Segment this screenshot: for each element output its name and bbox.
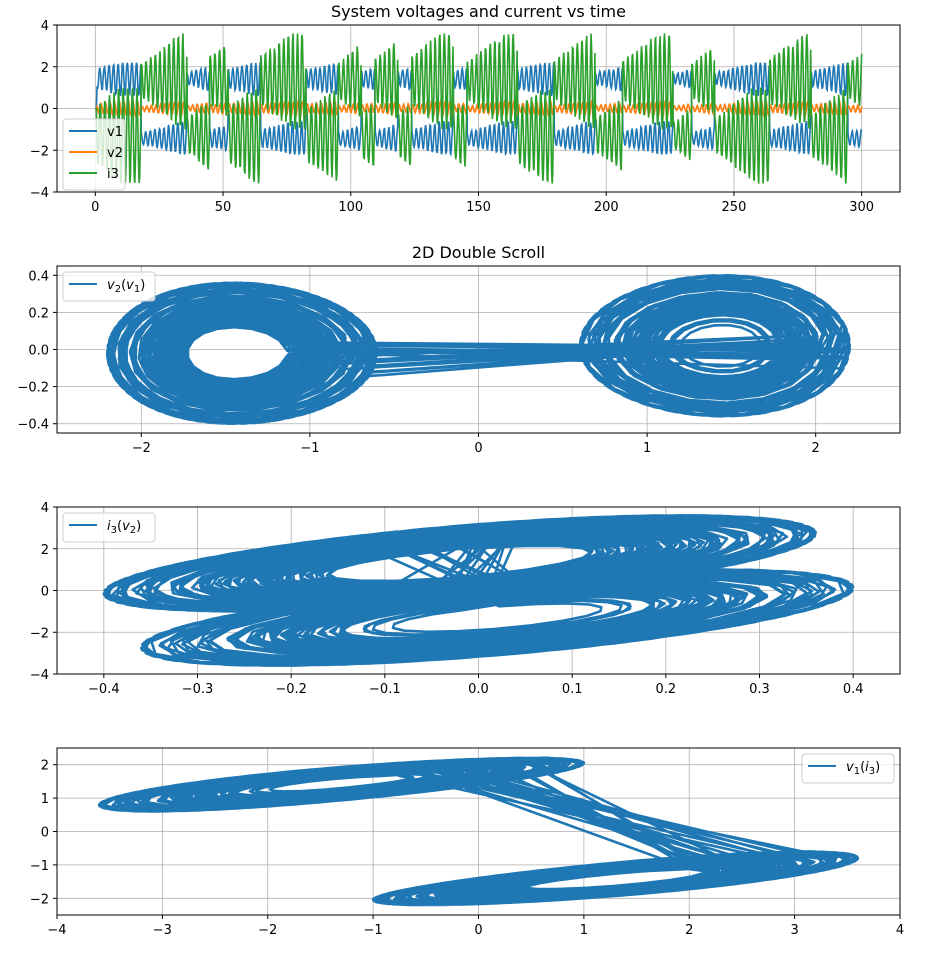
y-tick-label: 0 bbox=[41, 585, 49, 600]
y-tick-label: 0.4 bbox=[28, 269, 49, 284]
x-tick-label: 200 bbox=[594, 200, 619, 215]
x-tick-label: 0.3 bbox=[749, 682, 770, 697]
legend: v1(i3) bbox=[801, 753, 895, 784]
x-tick-label: 1 bbox=[643, 441, 651, 456]
y-tick-label: 2 bbox=[41, 759, 49, 774]
x-tick-label: −1 bbox=[300, 441, 319, 456]
legend-label: v1(i3) bbox=[846, 760, 880, 777]
legend-label: i3 bbox=[107, 167, 119, 182]
y-tick-label: −4 bbox=[30, 186, 49, 201]
chart-title: System voltages and current vs time bbox=[331, 2, 626, 21]
y-tick-label: 4 bbox=[41, 19, 49, 34]
legend-frame bbox=[62, 271, 156, 302]
x-tick-label: −0.2 bbox=[275, 682, 307, 697]
y-tick-label: 2 bbox=[41, 61, 49, 76]
chart-title: 2D Double Scroll bbox=[412, 243, 545, 262]
plot-area bbox=[95, 33, 863, 184]
x-tick-label: 0 bbox=[91, 200, 99, 215]
x-tick-label: 0 bbox=[474, 923, 482, 938]
x-tick-label: −3 bbox=[153, 923, 172, 938]
x-tick-label: 4 bbox=[896, 923, 904, 938]
x-tick-label: 1 bbox=[580, 923, 588, 938]
legend: v1 v2 i3 bbox=[62, 118, 126, 191]
chart-double-scroll-v2-v1: −2 −1 0 1 2 −0.4 −0.2 0.0 0.2 0.4 2D Double Scroll… bbox=[17, 243, 901, 456]
x-tick-label: −2 bbox=[132, 441, 151, 456]
y-tick-label: 4 bbox=[41, 501, 49, 516]
legend-label: v2 bbox=[107, 146, 123, 161]
x-tick-label: 0 bbox=[474, 441, 482, 456]
legend: v2(v1) bbox=[62, 271, 156, 302]
x-tick-label: 0.0 bbox=[468, 682, 489, 697]
legend-label: i3(v2) bbox=[107, 519, 141, 536]
x-tick-label: 50 bbox=[215, 200, 232, 215]
legend: i3(v2) bbox=[62, 512, 156, 543]
x-tick-label: 250 bbox=[722, 200, 747, 215]
y-tick-label: 1 bbox=[41, 792, 49, 807]
x-tick-label: −0.4 bbox=[88, 682, 120, 697]
series-line-i3(v2) bbox=[102, 514, 855, 667]
series-line-v2(v1) bbox=[105, 274, 852, 425]
legend-frame bbox=[62, 512, 156, 543]
x-tick-label: 0.2 bbox=[655, 682, 676, 697]
x-tick-label: −4 bbox=[47, 923, 66, 938]
x-tick-label: 2 bbox=[685, 923, 693, 938]
y-tick-label: 0 bbox=[41, 826, 49, 841]
x-tick-label: −1 bbox=[364, 923, 383, 938]
chart-v1-i3: −4 −3 −2 −1 0 1 2 3 4 −2 −1 0 1 2 v1(i3) bbox=[30, 747, 904, 938]
y-tick-label: 0 bbox=[41, 103, 49, 118]
x-tick-label: 2 bbox=[812, 441, 820, 456]
series-line-v1 bbox=[95, 61, 863, 157]
chart-i3-v2: −0.4 −0.3 −0.2 −0.1 0.0 0.1 0.2 0.3 0.4 −4 −2 0 2 4 i3… bbox=[30, 501, 901, 697]
legend-label: v2(v1) bbox=[107, 278, 145, 295]
x-tick-label: −0.3 bbox=[182, 682, 214, 697]
y-tick-label: −4 bbox=[30, 668, 49, 683]
x-tick-label: 0.4 bbox=[843, 682, 864, 697]
chart-time-series: 0 50 100 150 200 250 300 −4 −2 0 2 4 System voltages… bbox=[30, 2, 901, 215]
x-tick-label: −0.1 bbox=[369, 682, 401, 697]
y-tick-label: 0.2 bbox=[28, 306, 49, 321]
legend-frame bbox=[801, 753, 895, 784]
x-tick-label: 150 bbox=[466, 200, 491, 215]
series-line-i3 bbox=[95, 33, 863, 184]
x-tick-label: 300 bbox=[849, 200, 874, 215]
y-tick-label: 2 bbox=[41, 543, 49, 558]
x-tick-label: 100 bbox=[338, 200, 363, 215]
y-tick-label: −2 bbox=[30, 626, 49, 641]
plot-area bbox=[102, 514, 855, 667]
y-tick-label: 0.0 bbox=[28, 344, 49, 359]
series-line-v1(i3) bbox=[97, 756, 860, 907]
plot-area bbox=[105, 274, 852, 425]
x-tick-label: 3 bbox=[790, 923, 798, 938]
plot-area bbox=[97, 756, 860, 907]
y-tick-label: −0.4 bbox=[17, 418, 49, 433]
y-tick-label: −2 bbox=[30, 144, 49, 159]
y-tick-label: −1 bbox=[30, 859, 49, 874]
x-tick-label: 0.1 bbox=[562, 682, 583, 697]
series-line-v2 bbox=[95, 98, 863, 119]
legend-label: v1 bbox=[107, 125, 123, 140]
y-tick-label: −0.2 bbox=[17, 381, 49, 396]
y-tick-label: −2 bbox=[30, 892, 49, 907]
x-tick-label: −2 bbox=[258, 923, 277, 938]
